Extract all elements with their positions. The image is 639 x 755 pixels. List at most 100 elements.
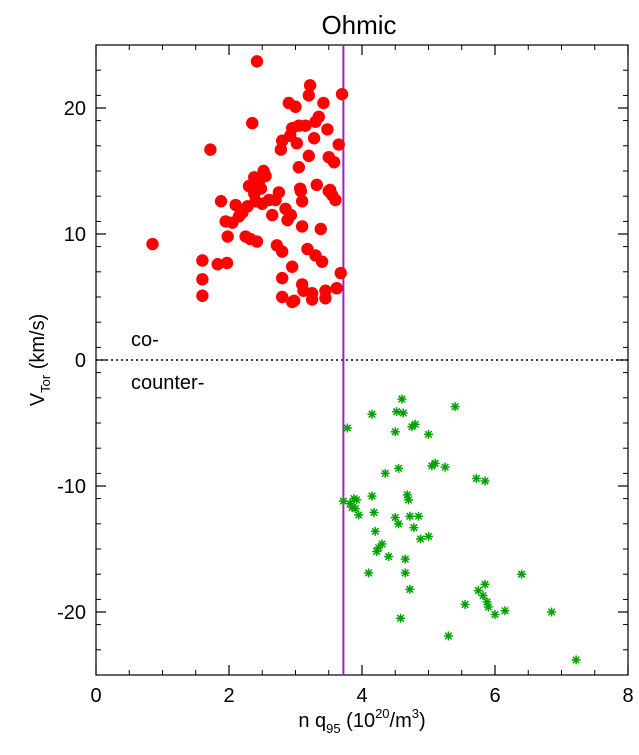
data-point-circle bbox=[146, 237, 159, 251]
y-tick-label: -10 bbox=[57, 476, 86, 498]
data-point-circle bbox=[211, 258, 224, 271]
data-point-asterisk bbox=[424, 429, 433, 439]
data-point-circle bbox=[312, 110, 325, 124]
co-rotation-series bbox=[146, 55, 349, 309]
data-point-circle bbox=[302, 89, 315, 102]
data-point-asterisk bbox=[384, 552, 394, 562]
data-point-asterisk bbox=[370, 526, 380, 536]
data-point-circle bbox=[327, 155, 341, 169]
data-point-circle bbox=[305, 293, 319, 306]
x-tick-label: 0 bbox=[90, 685, 101, 707]
x-tick-label: 8 bbox=[622, 685, 633, 707]
data-point-asterisk bbox=[390, 513, 400, 522]
data-point-circle bbox=[204, 143, 217, 156]
y-axis-label: VTor (km/s) bbox=[27, 314, 53, 407]
data-point-circle bbox=[276, 245, 289, 258]
data-point-asterisk bbox=[571, 655, 581, 665]
data-point-circle bbox=[314, 222, 327, 236]
data-point-circle bbox=[302, 149, 315, 163]
data-point-asterisk bbox=[410, 419, 420, 429]
data-point-asterisk bbox=[416, 534, 426, 544]
data-point-circle bbox=[334, 266, 347, 280]
data-point-circle bbox=[295, 195, 309, 208]
data-point-circle bbox=[307, 132, 321, 145]
data-point-asterisk bbox=[443, 631, 453, 641]
data-point-circle bbox=[289, 100, 302, 113]
data-point-asterisk bbox=[350, 504, 360, 514]
data-point-asterisk bbox=[547, 607, 557, 617]
data-point-circle bbox=[315, 255, 329, 268]
data-point-asterisk bbox=[390, 427, 400, 437]
data-point-circle bbox=[284, 208, 298, 222]
data-point-asterisk bbox=[424, 531, 433, 541]
data-point-circle bbox=[335, 87, 349, 101]
data-point-asterisk bbox=[483, 602, 493, 612]
data-point-circle bbox=[332, 138, 345, 151]
data-point-asterisk bbox=[396, 613, 406, 623]
data-point-asterisk bbox=[471, 473, 481, 483]
data-point-circle bbox=[319, 292, 332, 305]
data-point-circle bbox=[276, 271, 289, 285]
data-point-asterisk bbox=[414, 511, 424, 521]
data-point-asterisk bbox=[394, 463, 404, 473]
data-point-circle bbox=[310, 178, 323, 192]
data-point-asterisk bbox=[397, 394, 407, 404]
data-point-circle bbox=[294, 184, 308, 198]
data-point-asterisk bbox=[394, 519, 404, 529]
data-point-asterisk bbox=[490, 610, 500, 620]
data-point-circle bbox=[321, 123, 334, 136]
data-point-asterisk bbox=[430, 458, 440, 468]
data-point-asterisk bbox=[380, 468, 390, 478]
data-point-circle bbox=[295, 220, 309, 233]
data-point-asterisk bbox=[460, 599, 470, 609]
data-point-asterisk bbox=[367, 491, 377, 501]
co-label: co- bbox=[131, 329, 159, 351]
data-point-circle bbox=[299, 119, 312, 132]
data-point-circle bbox=[250, 55, 264, 68]
data-point-circle bbox=[250, 235, 264, 248]
y-tick-label: 0 bbox=[75, 350, 86, 372]
data-point-circle bbox=[254, 182, 268, 195]
x-axis-label: n q95 (1020/m3) bbox=[298, 706, 425, 736]
data-point-circle bbox=[287, 294, 301, 307]
y-tick-label: 10 bbox=[64, 224, 86, 246]
data-point-asterisk bbox=[377, 539, 387, 549]
data-point-circle bbox=[196, 273, 209, 286]
data-point-asterisk bbox=[354, 510, 364, 520]
data-point-circle bbox=[292, 161, 306, 174]
data-point-circle bbox=[246, 116, 259, 130]
data-point-asterisk bbox=[500, 606, 510, 616]
y-axis-ticks: -20 -10 0 10 20 bbox=[57, 44, 628, 676]
counter-label: counter- bbox=[131, 372, 204, 394]
data-point-circle bbox=[214, 195, 228, 208]
y-tick-label: -20 bbox=[57, 602, 86, 624]
data-point-asterisk bbox=[369, 507, 379, 517]
data-point-asterisk bbox=[400, 568, 410, 578]
data-point-circle bbox=[220, 256, 234, 270]
data-point-asterisk bbox=[478, 591, 488, 601]
data-point-asterisk bbox=[480, 476, 490, 486]
data-point-circle bbox=[285, 260, 299, 273]
data-point-circle bbox=[259, 169, 272, 183]
data-point-asterisk bbox=[392, 407, 402, 417]
x-axis-ticks: 0 2 4 6 8 bbox=[90, 45, 634, 707]
data-point-circle bbox=[266, 208, 279, 222]
data-point-circle bbox=[329, 193, 342, 207]
data-point-asterisk bbox=[404, 495, 414, 505]
data-point-asterisk bbox=[367, 409, 377, 419]
x-tick-label: 2 bbox=[223, 685, 234, 707]
chart-title: Ohmic bbox=[321, 10, 396, 40]
data-point-asterisk bbox=[440, 462, 450, 472]
data-point-asterisk bbox=[517, 569, 527, 579]
data-point-circle bbox=[290, 137, 304, 150]
x-tick-label: 4 bbox=[356, 685, 367, 707]
data-point-circle bbox=[196, 289, 209, 302]
data-point-asterisk bbox=[364, 568, 374, 578]
data-point-asterisk bbox=[352, 495, 362, 505]
data-point-circle bbox=[221, 230, 234, 243]
data-point-asterisk bbox=[400, 554, 410, 564]
data-point-asterisk bbox=[342, 423, 352, 433]
data-point-asterisk bbox=[480, 579, 490, 589]
data-point-asterisk bbox=[398, 408, 408, 418]
